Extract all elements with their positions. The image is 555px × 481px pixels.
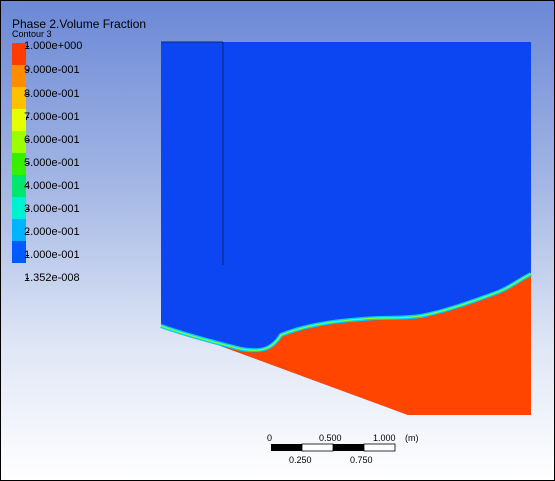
legend-tick xyxy=(26,278,29,279)
scale-label-0750: 0.750 xyxy=(350,455,373,465)
legend-label: 1.352e-008 xyxy=(24,272,80,284)
legend-tick xyxy=(26,70,29,71)
legend-title: Phase 2.Volume Fraction xyxy=(12,17,147,31)
legend-label: 8.000e-001 xyxy=(24,88,80,100)
legend-swatch xyxy=(12,219,26,241)
legend-swatch xyxy=(12,109,26,131)
legend-swatch xyxy=(12,131,26,153)
legend-swatch xyxy=(12,175,26,197)
legend-tick xyxy=(26,209,29,210)
legend-swatch xyxy=(12,153,26,175)
legend-tick xyxy=(26,140,29,141)
scale-label-0: 0 xyxy=(267,433,273,443)
color-legend-bar xyxy=(12,43,26,263)
interface-core xyxy=(160,273,532,351)
legend-tick xyxy=(26,186,29,187)
scale-segment xyxy=(301,443,334,452)
legend-tick xyxy=(26,46,29,47)
legend-label: 7.000e-001 xyxy=(24,111,80,123)
scale-label-0500: 0.500 xyxy=(319,433,342,443)
legend-subtitle: Contour 3 xyxy=(12,29,52,39)
legend-swatch xyxy=(12,197,26,219)
legend-label: 1.000e+000 xyxy=(24,40,83,52)
scale-segment xyxy=(333,444,364,451)
scale-bar xyxy=(271,443,396,452)
legend-swatch xyxy=(12,43,26,65)
legend-tick xyxy=(26,255,29,256)
legend-label: 9.000e-001 xyxy=(24,64,80,76)
legend-label: 4.000e-001 xyxy=(24,180,80,192)
legend-tick xyxy=(26,163,29,164)
legend-tick xyxy=(26,232,29,233)
legend-label: 5.000e-001 xyxy=(24,157,80,169)
legend-label: 3.000e-001 xyxy=(24,203,80,215)
scale-label-1000: 1.000 xyxy=(373,433,396,443)
legend-tick xyxy=(26,117,29,118)
legend-swatch xyxy=(12,87,26,109)
scale-unit: (m) xyxy=(405,433,419,443)
legend-swatch xyxy=(12,241,26,263)
legend-label: 1.000e-001 xyxy=(24,249,80,261)
scale-segment xyxy=(363,443,396,452)
legend-label: 6.000e-001 xyxy=(24,134,80,146)
legend-swatch xyxy=(12,65,26,87)
liquid-phase-region xyxy=(161,276,531,415)
scale-label-0250: 0.250 xyxy=(289,455,312,465)
legend-label: 2.000e-001 xyxy=(24,226,80,238)
legend-tick xyxy=(26,94,29,95)
scale-segment xyxy=(271,444,302,451)
